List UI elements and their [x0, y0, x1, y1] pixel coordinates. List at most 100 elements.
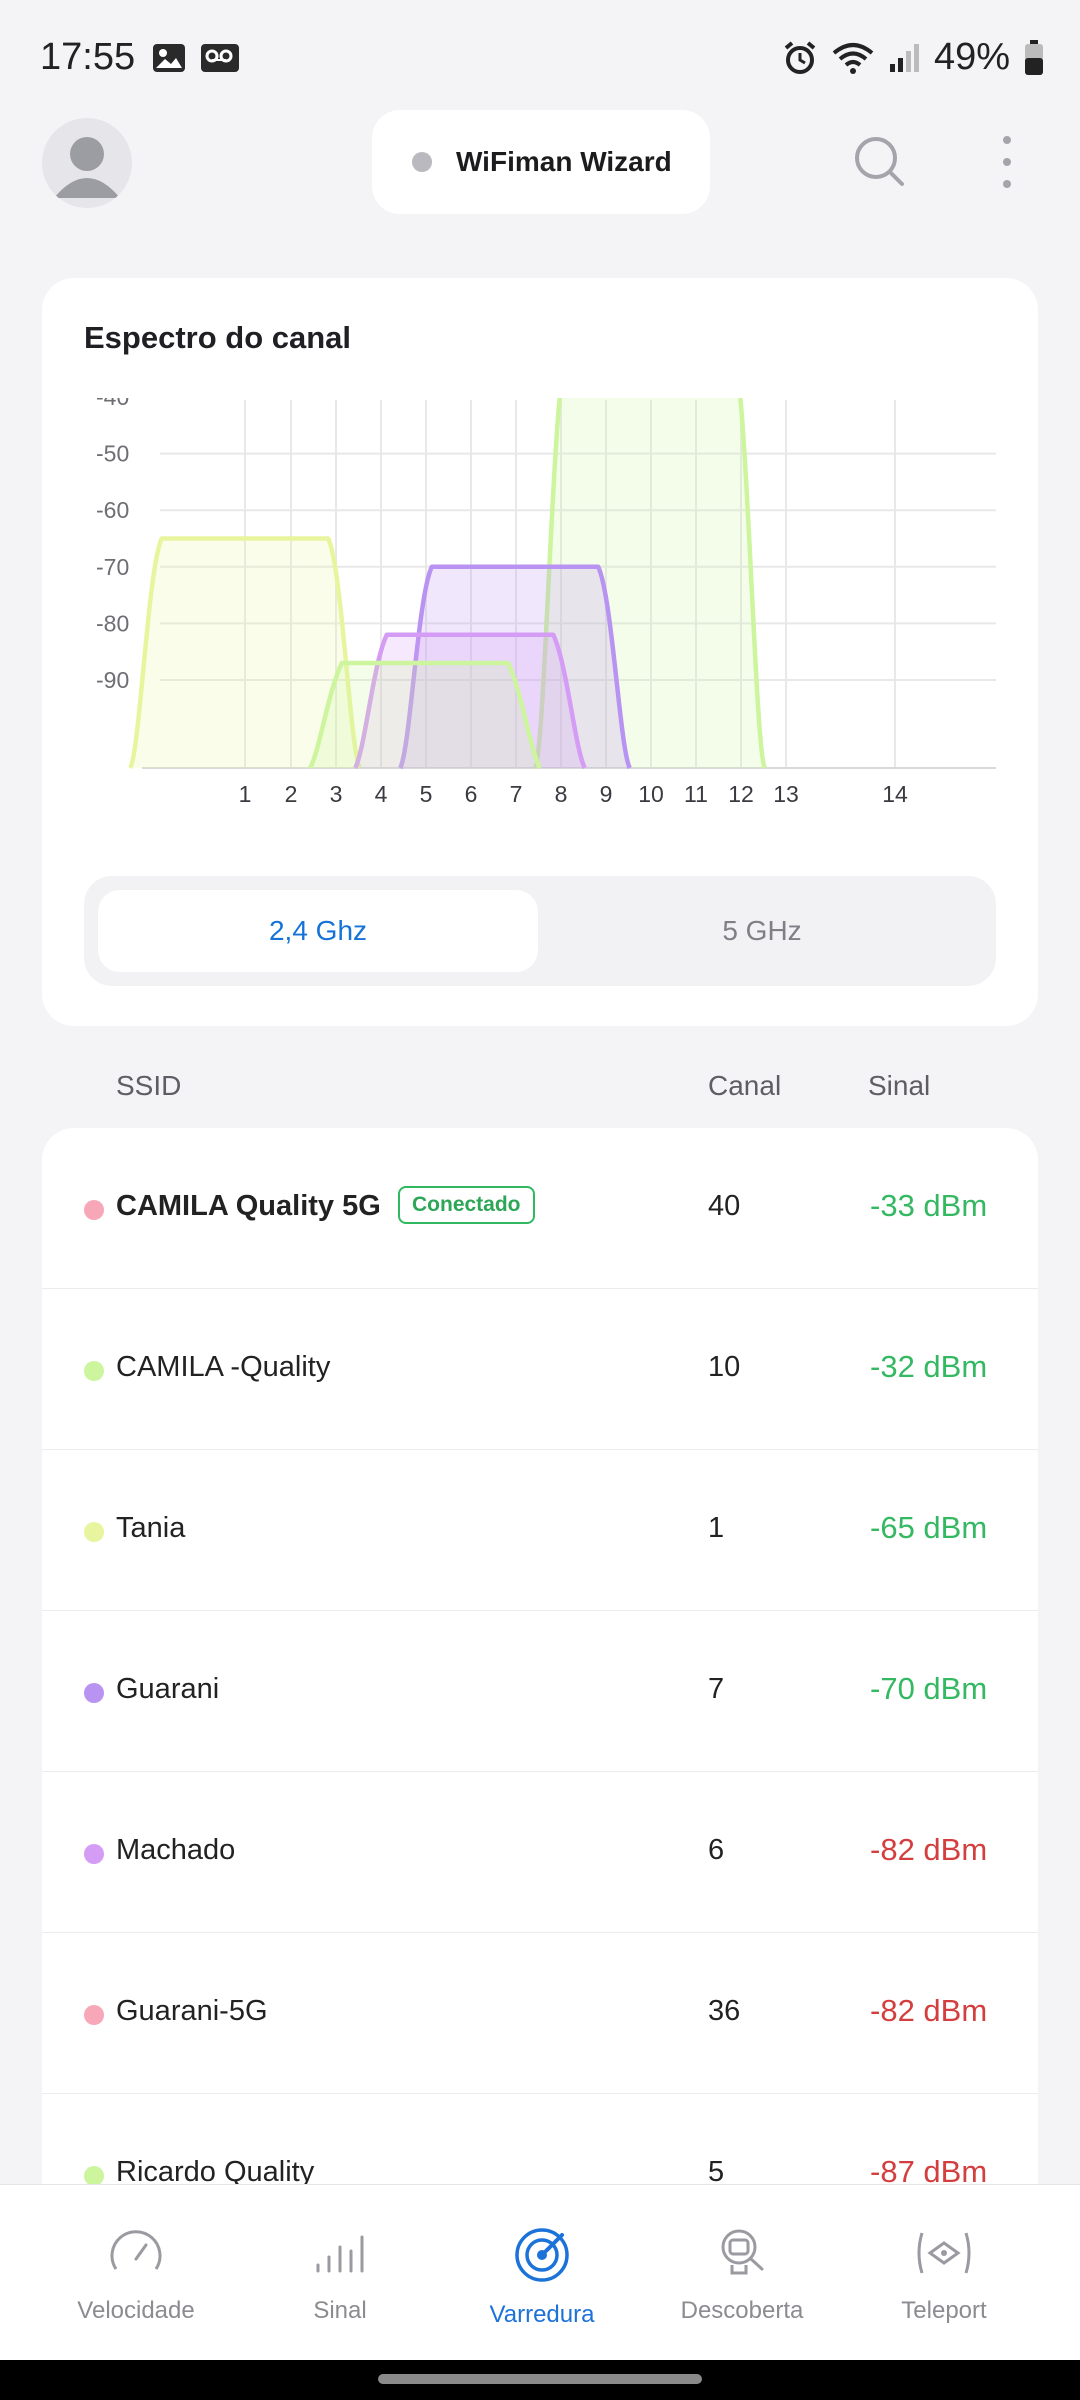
nav-descoberta[interactable]: Descoberta [634, 2185, 850, 2361]
x-tick-label: 13 [773, 781, 799, 807]
nav-sinal[interactable]: Sinal [232, 2185, 448, 2361]
network-channel: 1 [708, 1512, 725, 1544]
network-list: CAMILA Quality 5G Conectado 40 -33 dBm C… [42, 1128, 1038, 2258]
home-indicator[interactable] [378, 2374, 702, 2384]
network-color-dot [84, 1683, 104, 1703]
series-line [398, 564, 632, 770]
network-color-dot [84, 1844, 104, 1864]
network-ssid: Guarani-5G [116, 1995, 268, 2027]
network-ssid: Ricardo Quality [116, 2156, 315, 2188]
series-line [308, 660, 542, 770]
x-tick-label: 12 [728, 781, 754, 807]
more-vertical-icon [1003, 136, 1011, 188]
network-channel: 10 [708, 1351, 741, 1383]
network-channel: 36 [708, 1995, 741, 2027]
header-ssid[interactable]: SSID [116, 1070, 182, 1101]
bottom-navigation: Velocidade Sinal Varredura Descoberta Te… [0, 2184, 1080, 2360]
network-signal: -82 dBm [870, 1832, 988, 1867]
list-item[interactable]: CAMILA -Quality 10 -32 dBm [42, 1289, 1038, 1450]
nav-varredura[interactable]: Varredura [434, 2185, 650, 2361]
band-5ghz-tab[interactable]: 5 GHz [722, 915, 802, 946]
network-signal: -32 dBm [870, 1349, 988, 1384]
header-canal[interactable]: Canal [708, 1070, 782, 1101]
band-selector: 2,4 Ghz 5 GHz [84, 876, 996, 986]
y-tick-label: -90 [96, 667, 129, 693]
band-2-4ghz-tab[interactable]: 2,4 Ghz [98, 890, 538, 972]
list-item[interactable]: Guarani-5G 36 -82 dBm [42, 1933, 1038, 2094]
y-tick-label: -50 [96, 441, 129, 467]
list-item[interactable]: Machado 6 -82 dBm [42, 1772, 1038, 1933]
series-area [535, 398, 765, 768]
network-signal: -82 dBm [870, 1993, 988, 2028]
x-tick-label: 2 [285, 781, 298, 807]
wifiman-wizard-button[interactable]: WiFiman Wizard [372, 110, 710, 214]
search-icon [855, 137, 904, 186]
x-tick-label: 10 [638, 781, 664, 807]
battery-percent: 49% [933, 36, 1010, 78]
x-tick-label: 7 [510, 781, 523, 807]
y-tick-label: -40 [96, 398, 129, 410]
nav-velocidade[interactable]: Velocidade [28, 2185, 244, 2361]
nav-label: Teleport [901, 2297, 987, 2324]
channel-spectrum-card: Espectro do canal -40-50-60-70-80-901234… [42, 278, 1038, 1026]
status-notification-icons [152, 42, 240, 74]
x-tick-label: 14 [882, 781, 908, 807]
wizard-status-dot [412, 152, 432, 172]
y-tick-label: -80 [96, 610, 129, 636]
network-ssid: CAMILA -Quality [116, 1351, 331, 1383]
x-tick-label: 11 [684, 781, 708, 807]
speedometer-icon [110, 2230, 162, 2270]
series-area [310, 663, 540, 768]
network-color-dot [84, 2166, 104, 2186]
x-tick-label: 5 [420, 781, 433, 807]
network-color-dot [84, 1522, 104, 1542]
list-item[interactable]: Ricardo Quality 5 -87 dBm [42, 2094, 1038, 2255]
cell-signal-icon [889, 43, 919, 72]
wifi-icon [832, 42, 874, 74]
network-color-dot [84, 1200, 104, 1220]
signal-bars-icon [316, 2235, 364, 2273]
nav-teleport[interactable]: Teleport [836, 2185, 1052, 2361]
system-navigation-bar [0, 2360, 1080, 2400]
network-ssid: CAMILA Quality 5G [116, 1190, 381, 1222]
list-item[interactable]: Guarani 7 -70 dBm [42, 1611, 1038, 1772]
battery-icon [1025, 39, 1043, 75]
avatar[interactable] [42, 118, 132, 208]
header-sinal[interactable]: Sinal [868, 1070, 931, 1101]
network-color-dot [84, 2005, 104, 2025]
network-channel: 7 [708, 1673, 725, 1705]
more-options-button[interactable] [992, 134, 1022, 195]
network-channel: 5 [708, 2156, 725, 2188]
nav-label: Velocidade [77, 2297, 195, 2324]
series-line [128, 536, 362, 769]
y-tick-label: -70 [96, 554, 129, 580]
network-ssid: Tania [116, 1512, 186, 1544]
discovery-icon [721, 2229, 764, 2275]
status-time: 17:55 [40, 36, 136, 78]
x-tick-label: 3 [330, 781, 343, 807]
network-signal: -65 dBm [870, 1510, 988, 1545]
list-item[interactable]: Tania 1 -65 dBm [42, 1450, 1038, 1611]
card-title: Espectro do canal [84, 320, 352, 355]
network-signal: -87 dBm [870, 2154, 988, 2189]
nav-label: Descoberta [680, 2297, 804, 2324]
teleport-icon [917, 2232, 971, 2274]
network-channel: 40 [708, 1190, 741, 1222]
network-signal: -70 dBm [870, 1671, 988, 1706]
status-bar: 17:55 49% [0, 0, 1080, 118]
network-signal: -33 dBm [870, 1188, 988, 1223]
user-avatar-icon [54, 137, 120, 198]
radar-icon [515, 2228, 569, 2282]
list-item[interactable]: CAMILA Quality 5G Conectado 40 -33 dBm [42, 1128, 1038, 1289]
search-button[interactable] [852, 134, 908, 195]
nav-label: Varredura [489, 2301, 595, 2328]
series-line [353, 632, 587, 770]
nav-label: Sinal [313, 2297, 367, 2324]
network-channel: 6 [708, 1834, 725, 1866]
x-tick-label: 6 [465, 781, 478, 807]
network-ssid: Guarani [116, 1673, 220, 1705]
x-tick-label: 4 [375, 781, 388, 807]
connected-badge: Conectado [398, 1186, 535, 1224]
x-tick-label: 9 [600, 781, 613, 807]
top-app-bar: WiFiman Wizard [0, 110, 1080, 220]
